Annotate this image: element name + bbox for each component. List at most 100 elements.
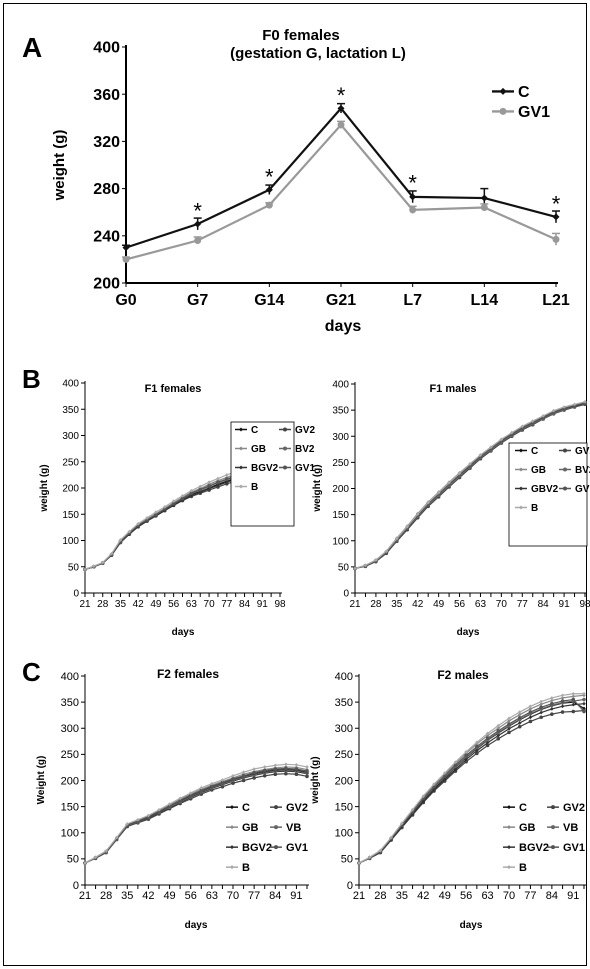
- chart-c-right-legend-label: B: [519, 862, 527, 874]
- chart-b-right-point-b: [489, 445, 493, 450]
- chart-b-left-legend-marker: [239, 446, 243, 451]
- chart-c-left-point-gv1: [167, 804, 172, 808]
- chart-c-right-point-bgv2: [475, 748, 479, 753]
- chart-c-right-point-bgv2: [453, 767, 458, 772]
- chart-c-right-x-label: days: [460, 920, 483, 931]
- chart-c-left-legend-label: VB: [286, 822, 301, 834]
- chart-b-right-point-b: [551, 408, 556, 413]
- chart-b-left-point-gv1: [207, 484, 211, 488]
- chart-c-left-point-b: [252, 767, 256, 771]
- chart-b-left-point-gv1: [189, 491, 194, 496]
- chart-a-x-tick-label: G21: [326, 292, 356, 309]
- chart-c-left-x-tick-label: 91: [290, 890, 302, 902]
- chart-a-legend: C GV1: [492, 84, 550, 121]
- chart-a-point-c: [337, 104, 345, 112]
- panel-letter-a: A: [22, 32, 42, 63]
- chart-c-right-point-b: [560, 693, 565, 698]
- chart-b-right-legend-label: GV2: [575, 446, 590, 457]
- chart-b-right-legend-marker: [519, 448, 523, 453]
- chart-c-right-point-b: [453, 760, 458, 765]
- chart-c-left-legend-label: GV1: [286, 842, 308, 854]
- chart-c-right-y-tick-label: 250: [335, 749, 353, 761]
- chart-b-left-point-b: [198, 484, 203, 489]
- chart-a-significance-star: *: [408, 170, 417, 195]
- chart-c-left-line-b: [84, 763, 308, 864]
- chart-c-left-y-tick-label: 350: [61, 697, 79, 709]
- chart-b-left-y-tick-label: 100: [62, 536, 79, 547]
- chart-c-left-x-label: days: [185, 920, 208, 931]
- chart-c-right-x-tick-label: 42: [417, 890, 429, 902]
- chart-b-left-legend-label: GB: [251, 444, 266, 455]
- chart-c-left-point-gv1: [262, 768, 267, 773]
- chart-c-right-point-b: [357, 861, 361, 865]
- chart-c-right-x-tick-label: 84: [546, 890, 558, 902]
- chart-a-y-tick-label: 200: [93, 276, 120, 293]
- chart-b-left-point-b: [154, 510, 158, 514]
- chart-c-left-point-gv2: [273, 772, 278, 777]
- chart-c-left-point-b: [284, 762, 288, 767]
- chart-c-right-point-gv1: [464, 753, 468, 758]
- chart-b-left-x-tick-label: 98: [274, 599, 286, 610]
- chart-c-right-point-b: [550, 696, 554, 700]
- chart-c-left-point-b: [157, 807, 161, 812]
- chart-c-right-legend-label: C: [519, 802, 527, 814]
- chart-c-left-series-bgv2: [83, 767, 309, 865]
- chart-c-right-x-tick-label: 35: [396, 890, 408, 902]
- chart-c-right-point-gv1: [507, 722, 511, 726]
- chart-c-left-point-b: [93, 855, 98, 860]
- chart-c-right-point-bgv2: [432, 788, 436, 792]
- chart-c-left-point-b: [104, 849, 108, 853]
- chart-c-left-point-b: [220, 778, 225, 782]
- chart-c-left-point-gv2: [252, 776, 256, 780]
- chart-c-right-point-bgv2: [507, 726, 511, 731]
- chart-c-right-point-b: [400, 821, 404, 826]
- chart-c-left-point-gv2: [220, 784, 225, 789]
- chart-c-right-point-gv1: [528, 710, 533, 714]
- chart-b-right: 0 50 100 150 200 250 300 350 400 21 28 35 42 49 56 63 70…: [312, 380, 590, 639]
- chart-c-left-point-b: [136, 817, 140, 822]
- chart-c-right-y-tick-label: 50: [341, 854, 353, 866]
- chart-b-right-series-b: [353, 399, 587, 571]
- chart-b-left-x-tick-label: 28: [97, 599, 109, 610]
- chart-c-right-point-b: [475, 740, 479, 745]
- chart-b-left-legend-label: C: [251, 425, 258, 436]
- chart-c-left-x-tick-label: 77: [248, 890, 260, 902]
- chart-c-right-point-b: [496, 723, 501, 728]
- chart-c-right-legend-label: VB: [563, 822, 578, 834]
- chart-c-left-point-b: [305, 765, 309, 769]
- chart-c-right-legend-marker: [551, 825, 555, 830]
- chart-b-left-legend-marker: [283, 446, 287, 451]
- chart-c-left-point-b: [167, 802, 172, 806]
- chart-b-right-legend-label: GV1: [575, 484, 590, 495]
- chart-c-left-point-gv1: [231, 777, 235, 781]
- chart-c-right-y-tick-label: 150: [335, 801, 353, 813]
- chart-b-right-point-b: [447, 480, 451, 485]
- chart-c-right-legend-label: GB: [519, 822, 536, 834]
- chart-b-right-point-b: [530, 419, 535, 423]
- chart-c-right-point-gv2: [539, 715, 543, 720]
- chart-b-left-point-gv1: [171, 501, 176, 506]
- chart-c-left-legend-label: B: [242, 862, 250, 874]
- chart-b-left-point-b: [100, 560, 105, 565]
- chart-b-right-legend: C GV2 GB BV2 GBV2 GV1 B: [508, 442, 590, 547]
- chart-c-left-point-gv1: [188, 793, 193, 797]
- chart-c-left-point-b: [125, 822, 130, 826]
- chart-a-point-gv1: [194, 237, 202, 245]
- chart-b-left-point-gv1: [198, 487, 203, 492]
- chart-a-legend-marker: [499, 107, 507, 115]
- chart-c-right-point-b: [367, 855, 372, 860]
- chart-c-right-point-b: [410, 807, 415, 812]
- chart-b-right-legend-label: BV2: [575, 465, 590, 476]
- chart-c-left-point-gv1: [210, 784, 214, 789]
- chart-a-x-tick-label: L14: [471, 292, 499, 309]
- chart-c-left-x-tick-label: 21: [79, 890, 91, 902]
- chart-b-right-y-tick-label: 300: [332, 432, 349, 443]
- chart-b-left-legend-label: GV2: [295, 425, 315, 436]
- chart-c-right-x-tick-label: 21: [353, 890, 365, 902]
- chart-c-right-point-b: [571, 691, 576, 696]
- chart-a-point-c: [480, 194, 488, 202]
- chart-c-left-point-gv2: [241, 778, 246, 783]
- chart-c-right-legend-marker: [507, 825, 511, 830]
- chart-c-right-point-gv2: [528, 719, 533, 724]
- chart-c-left-point-b: [231, 773, 235, 778]
